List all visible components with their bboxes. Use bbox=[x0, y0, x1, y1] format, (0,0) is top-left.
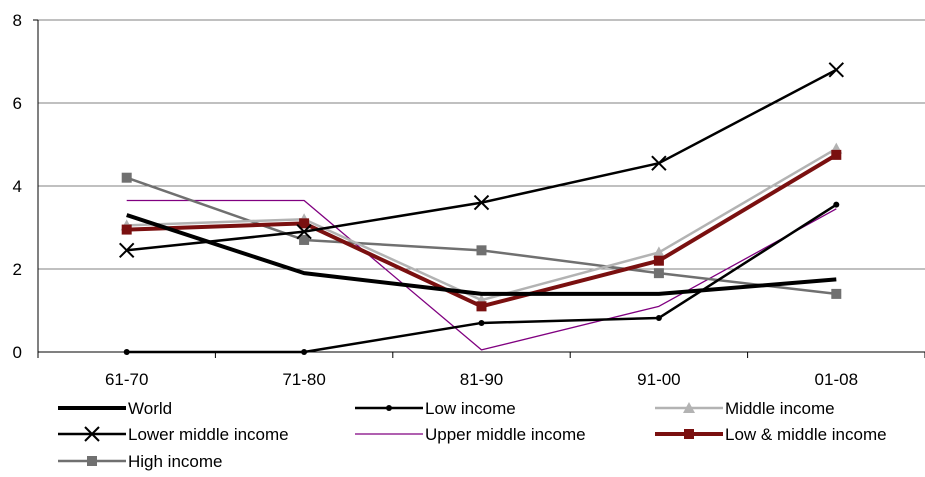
y-tick-label: 4 bbox=[13, 177, 22, 196]
y-tick-label: 0 bbox=[13, 343, 22, 362]
x-tick-label: 01-08 bbox=[815, 370, 858, 389]
series-line bbox=[126, 213, 837, 296]
data-point bbox=[123, 349, 130, 355]
x-marker-stroke bbox=[84, 426, 100, 442]
y-tick-label: 8 bbox=[13, 11, 22, 30]
legend-swatch-marker bbox=[684, 429, 694, 439]
gridlines bbox=[38, 19, 925, 270]
legend-swatch-marker bbox=[87, 456, 97, 466]
legend-label: Middle income bbox=[725, 399, 835, 418]
data-point bbox=[476, 301, 487, 312]
series-line bbox=[126, 153, 838, 309]
series-high-income bbox=[121, 172, 842, 299]
series-line bbox=[126, 199, 837, 351]
series-line bbox=[126, 68, 837, 252]
series-low-income bbox=[123, 201, 840, 355]
data-point bbox=[652, 246, 665, 258]
y-tick-labels: 0 2 4 6 8 bbox=[13, 11, 22, 362]
data-point bbox=[833, 201, 840, 208]
x-tick-label: 61-70 bbox=[105, 370, 148, 389]
legend-label: Low income bbox=[425, 399, 516, 418]
legend-label: Lower middle income bbox=[128, 425, 289, 444]
legend-item: Lower middle income bbox=[58, 425, 289, 444]
x-tick-label: 81-90 bbox=[460, 370, 503, 389]
data-point bbox=[831, 149, 842, 160]
series-upper-middle-income bbox=[126, 199, 837, 351]
legend: World Low income Middle income Lower middle… bbox=[58, 399, 887, 471]
data-point bbox=[478, 319, 485, 326]
data-point bbox=[121, 224, 132, 235]
data-point bbox=[651, 155, 667, 171]
series-lower-middle-income bbox=[118, 62, 845, 259]
legend-label: World bbox=[128, 399, 172, 418]
data-point bbox=[653, 255, 664, 266]
x-marker-stroke bbox=[296, 223, 312, 240]
data-point bbox=[296, 223, 312, 240]
legend-swatch-marker bbox=[386, 405, 392, 411]
x-marker-stroke bbox=[828, 62, 845, 78]
legend-label: Upper middle income bbox=[425, 425, 586, 444]
x-tick-label: 71-80 bbox=[282, 370, 325, 389]
legend-swatch-marker bbox=[84, 426, 100, 442]
data-point bbox=[299, 234, 310, 245]
x-marker-stroke bbox=[118, 242, 135, 259]
legend-swatch-marker bbox=[683, 402, 695, 413]
legend-item: Middle income bbox=[655, 399, 835, 418]
legend-item: Upper middle income bbox=[355, 425, 586, 444]
data-point bbox=[118, 242, 135, 259]
data-point bbox=[473, 194, 490, 211]
data-point bbox=[653, 268, 664, 279]
legend-item: Low & middle income bbox=[655, 425, 887, 444]
series-lines bbox=[118, 62, 845, 355]
data-point bbox=[476, 245, 487, 256]
legend-item: High income bbox=[58, 452, 223, 471]
legend-label: Low & middle income bbox=[725, 425, 887, 444]
x-tick-label: 91-00 bbox=[637, 370, 680, 389]
series-world bbox=[126, 213, 837, 296]
legend-item: Low income bbox=[355, 399, 516, 418]
data-point bbox=[301, 349, 308, 355]
data-point bbox=[828, 62, 845, 78]
legend-label: High income bbox=[128, 452, 223, 471]
data-point bbox=[655, 314, 662, 321]
series-line bbox=[126, 176, 837, 296]
data-point bbox=[831, 288, 842, 299]
x-tick-labels: 61-70 71-80 81-90 91-00 01-08 bbox=[105, 370, 858, 389]
data-point bbox=[121, 172, 132, 183]
x-marker-stroke bbox=[473, 194, 490, 211]
x-marker-stroke bbox=[651, 155, 667, 171]
legend-item: World bbox=[58, 399, 172, 418]
y-tick-label: 6 bbox=[13, 94, 22, 113]
data-point bbox=[299, 218, 310, 229]
series-low-and-middle-income bbox=[121, 149, 842, 312]
y-tick-label: 2 bbox=[13, 260, 22, 279]
